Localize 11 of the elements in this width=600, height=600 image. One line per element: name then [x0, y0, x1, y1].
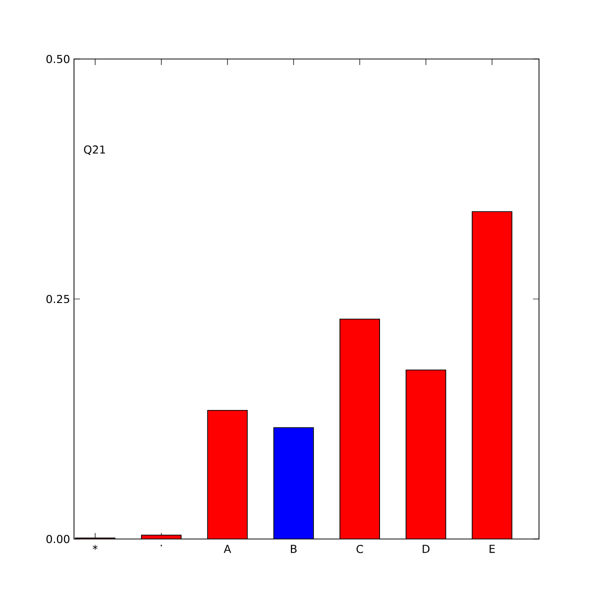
y-tick-label: 0.00: [46, 534, 70, 544]
x-tick-label: C: [356, 544, 363, 554]
x-tick-label: .: [160, 544, 162, 546]
x-tick-label: D: [422, 544, 430, 553]
x-tick-label: B: [290, 544, 297, 553]
y-tick-label: 0.25: [46, 294, 70, 304]
x-tick-label: *: [92, 544, 98, 550]
y-tick-label: 0.50: [46, 54, 70, 64]
x-tick-label: A: [224, 544, 232, 553]
annotation: Q21: [84, 145, 105, 155]
x-tick-label: E: [490, 544, 495, 553]
